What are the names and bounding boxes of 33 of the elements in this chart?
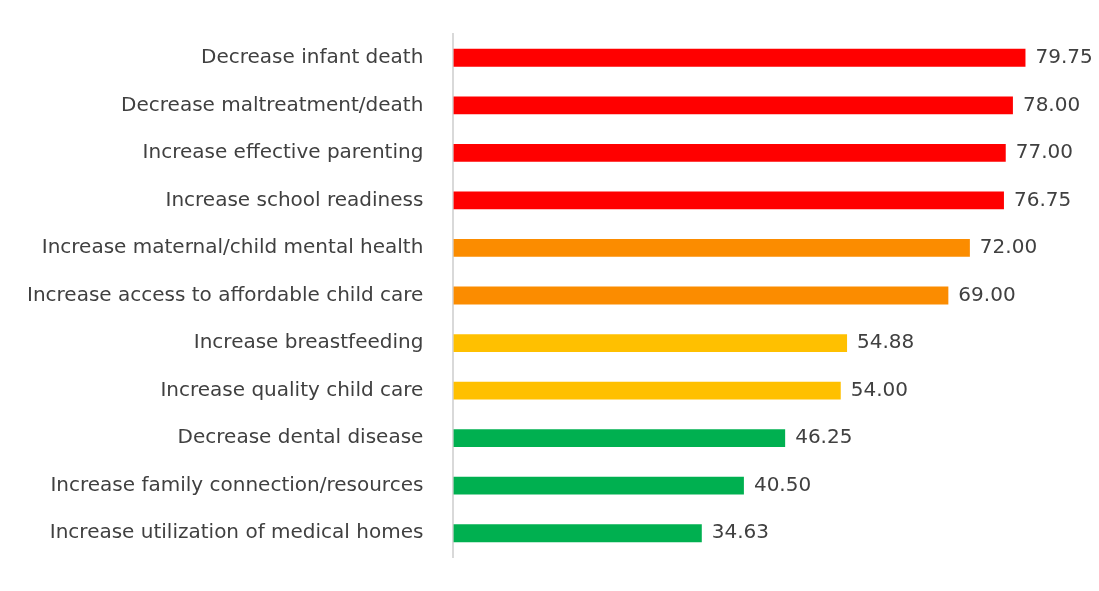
bar [453, 286, 949, 305]
y-tick-label: Increase maternal/child mental health [41, 234, 424, 259]
bar [453, 524, 702, 543]
bar [453, 48, 1026, 67]
bar [453, 334, 848, 352]
y-tick-label: Increase family connection/resources [50, 471, 424, 496]
y-tick-label: Decrease infant death [201, 43, 424, 68]
data-label: 34.63 [711, 519, 770, 544]
data-label: 69.00 [958, 281, 1016, 306]
data-label: 76.75 [1013, 186, 1072, 211]
data-label: 72.00 [979, 234, 1038, 259]
y-tick-label: Increase access to affordable child care [26, 281, 424, 306]
bar [453, 143, 1006, 162]
bar [453, 96, 1013, 115]
y-tick-label: Increase quality child care [160, 376, 424, 401]
data-label: 40.50 [753, 471, 812, 496]
y-tick-label: Decrease dental disease [177, 424, 424, 449]
data-label: 79.75 [1035, 43, 1093, 68]
y-tick-label: Increase utilization of medical homes [49, 519, 424, 544]
data-label: 78.00 [1022, 91, 1081, 116]
y-tick-label: Increase school readiness [165, 186, 424, 211]
data-label: 54.00 [850, 376, 909, 401]
y-tick-label: Increase breastfeeding [193, 329, 424, 354]
bar [453, 476, 744, 495]
y-tick-label: Increase effective parenting [142, 139, 424, 164]
bar [453, 381, 841, 400]
data-label: 46.25 [795, 424, 853, 449]
bar [453, 239, 970, 257]
data-label: 77.00 [1015, 139, 1074, 164]
bar [453, 429, 786, 448]
y-tick-label: Decrease maltreatment/death [121, 91, 424, 116]
data-label: 54.88 [857, 329, 915, 354]
bar [453, 191, 1004, 210]
